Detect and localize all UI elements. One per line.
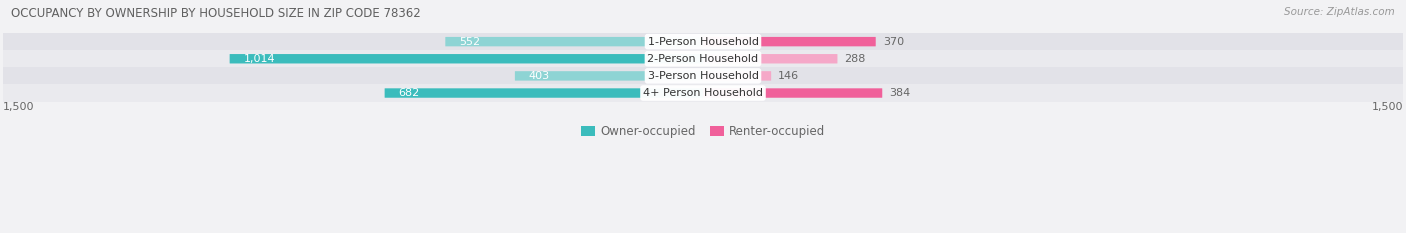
- Text: 403: 403: [529, 71, 550, 81]
- Text: 1,014: 1,014: [243, 54, 276, 64]
- FancyBboxPatch shape: [446, 37, 703, 46]
- FancyBboxPatch shape: [703, 88, 882, 98]
- Bar: [3, 84, 1403, 102]
- FancyBboxPatch shape: [229, 54, 703, 63]
- Text: 1,500: 1,500: [3, 102, 34, 112]
- Text: 1-Person Household: 1-Person Household: [648, 37, 758, 47]
- Text: 146: 146: [778, 71, 799, 81]
- FancyBboxPatch shape: [703, 54, 838, 63]
- Text: 370: 370: [883, 37, 904, 47]
- Text: Source: ZipAtlas.com: Source: ZipAtlas.com: [1284, 7, 1395, 17]
- FancyBboxPatch shape: [703, 37, 876, 46]
- Text: 288: 288: [845, 54, 866, 64]
- Text: 3-Person Household: 3-Person Household: [648, 71, 758, 81]
- Text: 2-Person Household: 2-Person Household: [647, 54, 759, 64]
- FancyBboxPatch shape: [703, 71, 770, 81]
- FancyBboxPatch shape: [385, 88, 703, 98]
- Legend: Owner-occupied, Renter-occupied: Owner-occupied, Renter-occupied: [581, 125, 825, 138]
- Text: 1,500: 1,500: [1372, 102, 1403, 112]
- FancyBboxPatch shape: [515, 71, 703, 81]
- Text: 552: 552: [460, 37, 481, 47]
- Bar: [3, 33, 1403, 50]
- Text: OCCUPANCY BY OWNERSHIP BY HOUSEHOLD SIZE IN ZIP CODE 78362: OCCUPANCY BY OWNERSHIP BY HOUSEHOLD SIZE…: [11, 7, 420, 20]
- Text: 384: 384: [889, 88, 911, 98]
- Bar: [3, 67, 1403, 84]
- Bar: [3, 50, 1403, 67]
- Text: 4+ Person Household: 4+ Person Household: [643, 88, 763, 98]
- Text: 682: 682: [399, 88, 420, 98]
